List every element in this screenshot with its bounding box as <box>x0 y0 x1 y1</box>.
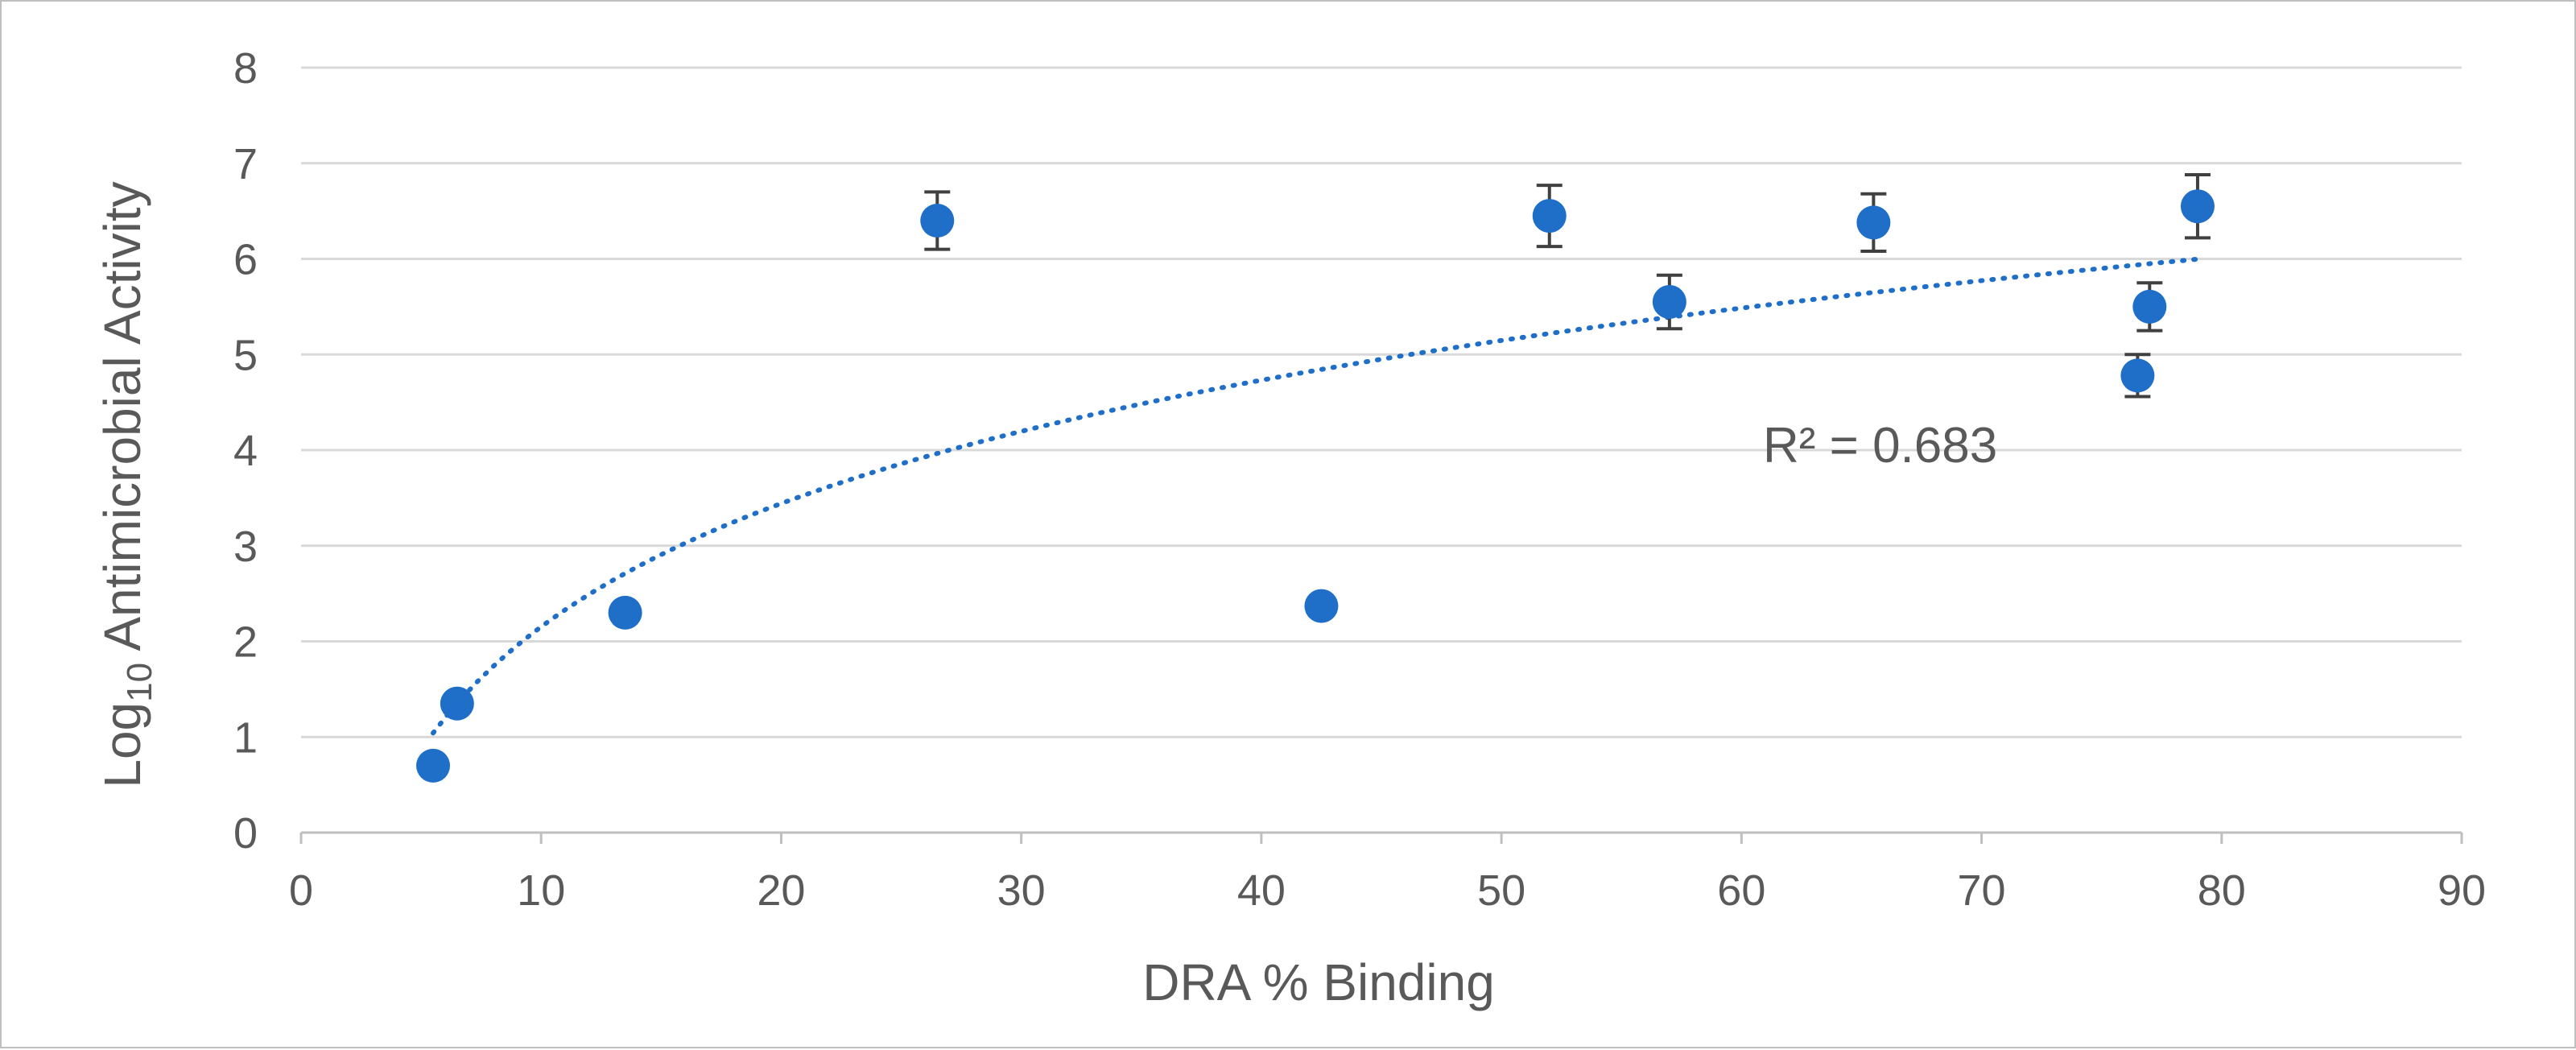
y-tick-label-1: 1 <box>233 713 258 762</box>
x-tick-label-80: 80 <box>2198 866 2246 915</box>
trendline-group <box>431 256 2200 736</box>
trendline <box>431 256 2200 736</box>
data-point-7 <box>1856 205 1891 240</box>
data-point-6 <box>1652 284 1686 319</box>
y-tick-labels: 0 1 2 3 4 5 6 7 8 <box>233 44 258 858</box>
x-tick-labels: 0 10 20 30 40 50 60 70 80 90 <box>289 866 2486 915</box>
data-point-9 <box>2132 289 2167 324</box>
data-point-10 <box>2180 189 2215 224</box>
x-tick-label-90: 90 <box>2438 866 2486 915</box>
x-tick-label-0: 0 <box>289 866 313 915</box>
data-point-1 <box>440 686 474 721</box>
y-tick-label-0: 0 <box>233 809 258 858</box>
data-point-4 <box>1304 589 1339 623</box>
y-tick-label-5: 5 <box>233 331 258 379</box>
data-point-0 <box>416 748 451 783</box>
y-axis-title: Log10 Antimicrobial Activity <box>93 181 159 788</box>
x-tick-label-40: 40 <box>1237 866 1286 915</box>
x-tick-label-70: 70 <box>1958 866 2006 915</box>
data-point-2 <box>608 595 642 630</box>
y-axis-title-subscript: 10 <box>120 663 159 702</box>
x-tick-label-10: 10 <box>517 866 565 915</box>
data-point-3 <box>920 204 955 238</box>
x-tick-label-20: 20 <box>757 866 805 915</box>
data-point-5 <box>1532 199 1567 234</box>
r-squared-label: R² = 0.683 <box>1763 418 1997 473</box>
x-tick-label-60: 60 <box>1717 866 1765 915</box>
data-points <box>416 189 2215 783</box>
y-axis-title-main: Log <box>93 702 151 788</box>
data-point-8 <box>2120 358 2155 393</box>
x-tick-label-30: 30 <box>997 866 1046 915</box>
y-tick-label-3: 3 <box>233 523 258 571</box>
y-tick-label-2: 2 <box>233 618 258 667</box>
gridlines <box>301 66 2462 738</box>
x-tick-label-50: 50 <box>1477 866 1525 915</box>
y-tick-label-7: 7 <box>233 140 258 188</box>
y-axis-title-rest: Antimicrobial Activity <box>93 181 151 663</box>
x-axis-title: DRA % Binding <box>1142 953 1495 1011</box>
y-tick-label-4: 4 <box>233 427 258 475</box>
y-tick-label-8: 8 <box>233 44 258 93</box>
x-axis <box>299 831 2463 844</box>
y-tick-label-6: 6 <box>233 236 258 284</box>
